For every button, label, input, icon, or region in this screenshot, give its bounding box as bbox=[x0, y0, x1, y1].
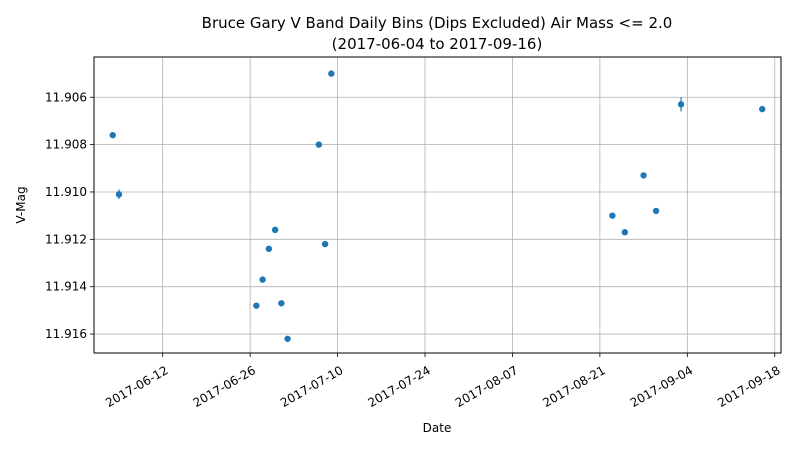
data-point bbox=[284, 335, 291, 342]
data-point bbox=[640, 172, 647, 179]
data-point bbox=[759, 105, 766, 113]
data-point bbox=[677, 101, 685, 108]
data-point bbox=[321, 240, 329, 248]
data-point bbox=[271, 226, 279, 234]
data-point bbox=[609, 212, 616, 219]
data-point bbox=[109, 131, 116, 139]
y-tick-label: 11.908 bbox=[45, 138, 87, 152]
data-point bbox=[315, 141, 323, 148]
y-tick-label: 11.906 bbox=[45, 90, 87, 104]
y-tick-label: 11.910 bbox=[45, 185, 87, 199]
grid-lines bbox=[94, 57, 781, 353]
y-tick-label: 11.912 bbox=[45, 232, 87, 246]
data-point bbox=[652, 207, 660, 215]
chart-title-line1: Bruce Gary V Band Daily Bins (Dips Exclu… bbox=[202, 14, 673, 32]
data-point bbox=[253, 302, 260, 309]
data-point bbox=[621, 229, 629, 236]
data-point bbox=[278, 300, 285, 307]
x-axis-label: Date bbox=[423, 421, 452, 435]
y-axis-label: V-Mag bbox=[14, 186, 28, 223]
y-tick-label: 11.916 bbox=[45, 327, 87, 341]
data-point bbox=[115, 191, 123, 198]
y-tick-label: 11.914 bbox=[45, 280, 87, 294]
data-points bbox=[109, 70, 766, 342]
data-point bbox=[328, 70, 335, 77]
plot-frame bbox=[93, 56, 782, 354]
chart-title-line2: (2017-06-04 to 2017-09-16) bbox=[332, 35, 543, 53]
data-point bbox=[265, 245, 273, 253]
data-point bbox=[259, 276, 266, 283]
